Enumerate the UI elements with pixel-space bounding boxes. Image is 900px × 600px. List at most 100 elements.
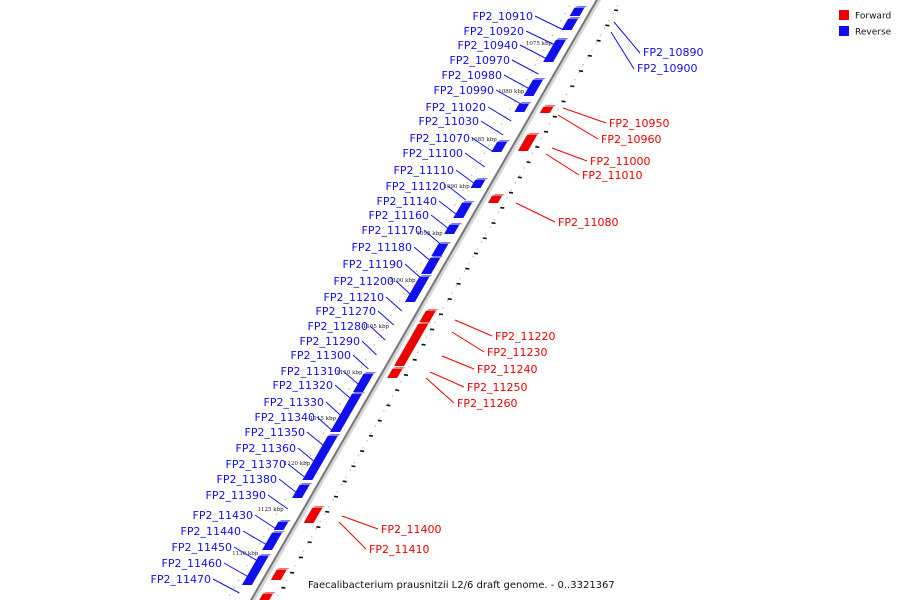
gene-label: FP2_10900	[637, 62, 697, 75]
leader-line	[423, 229, 441, 245]
legend-forward-swatch	[839, 10, 849, 20]
leader-line	[267, 494, 289, 510]
reverse-gene-glyph	[241, 556, 269, 585]
leader-line	[233, 546, 259, 562]
legend: Forward Reverse	[839, 10, 892, 38]
gene-label: FP2_11440	[181, 525, 241, 538]
backbone-layer	[226, 0, 622, 600]
leader-line	[297, 447, 316, 463]
leader-line	[254, 514, 277, 530]
gene-label: FP2_11080	[558, 216, 618, 229]
leader-line	[545, 153, 580, 176]
tick-mark	[578, 70, 584, 73]
tick-mark	[535, 146, 540, 149]
tick-mark	[596, 39, 601, 42]
tick-mark	[316, 526, 321, 529]
tick-label: 1120 kbp	[284, 461, 311, 467]
reverse-gene-glyph	[330, 394, 362, 432]
leader-line	[480, 120, 504, 136]
tick-mark	[613, 9, 619, 12]
gene-label: FP2_10910	[473, 10, 533, 23]
tick-label: 1125 kbp	[258, 507, 285, 513]
legend-reverse-swatch	[839, 26, 849, 36]
tick-mark	[587, 54, 592, 57]
tick-label: 1085 kbp	[471, 137, 498, 143]
reverse-gene-glyph	[444, 225, 460, 234]
gene-label: FP2_11100	[403, 147, 463, 160]
forward-gene-glyph	[270, 570, 287, 580]
gene-label: FP2_11230	[487, 346, 547, 359]
gene-label: FP2_11210	[324, 291, 384, 304]
forward-gene-glyph-top	[418, 322, 432, 324]
gene-label: FP2_10990	[434, 84, 494, 97]
gene-label: FP2_10960	[601, 133, 661, 146]
legend-reverse-label: Reverse	[855, 28, 892, 38]
reverse-gene-glyph	[569, 8, 585, 16]
leader-line	[385, 296, 403, 312]
leader-line	[534, 15, 564, 31]
reverse-gene-glyph	[514, 104, 529, 112]
gene-label: FP2_11320	[273, 379, 333, 392]
reverse-gene-glyph-top	[449, 223, 463, 225]
gene-label: FP2_11240	[477, 363, 537, 376]
gene-label: FP2_11290	[300, 335, 360, 348]
reverse-gene-glyph-top	[567, 17, 581, 19]
leader-line	[511, 59, 539, 75]
leader-line	[495, 89, 522, 105]
leader-line-layer	[212, 15, 641, 594]
leader-line	[338, 521, 367, 550]
leader-line	[454, 319, 493, 337]
tick-mark	[473, 252, 479, 255]
gene-label: FP2_11180	[352, 241, 412, 254]
tick-mark	[368, 434, 374, 437]
gene-label: FP2_11140	[377, 195, 437, 208]
tick-mark	[421, 343, 426, 346]
tick-mark	[298, 556, 304, 559]
leader-line	[455, 169, 476, 185]
leader-line	[413, 246, 431, 262]
gene-label: FP2_11220	[495, 330, 555, 343]
leader-line	[377, 310, 395, 326]
reverse-gene-glyph	[421, 258, 441, 274]
gene-label: FP2_11370	[226, 458, 286, 471]
leader-line	[515, 202, 556, 223]
gene-label: FP2_11020	[426, 101, 486, 114]
leader-line	[447, 185, 467, 201]
gene-label: FP2_11390	[206, 489, 266, 502]
tick-mark	[570, 85, 575, 88]
leader-line	[404, 263, 422, 279]
reverse-gene-glyph-top	[278, 520, 292, 522]
leader-line	[430, 214, 450, 230]
forward-guide	[274, 0, 622, 600]
reverse-gene-glyph-top	[475, 178, 489, 180]
leader-line	[438, 200, 458, 216]
reverse-gene-glyph-top	[518, 102, 532, 104]
tick-mark	[281, 586, 286, 589]
leader-line	[441, 355, 475, 370]
tick-mark	[438, 313, 444, 316]
reverse-gene-glyph-top	[271, 531, 285, 533]
reverse-gene-glyph-top	[299, 483, 313, 485]
leader-line	[525, 30, 556, 46]
reverse-gene-glyph-top	[419, 275, 433, 277]
leader-line	[562, 107, 607, 124]
forward-gene-glyph-top	[262, 592, 276, 594]
leader-line	[242, 530, 268, 546]
tick-mark	[552, 115, 557, 118]
forward-gene-glyph-top	[312, 506, 326, 508]
tick-mark	[307, 541, 312, 544]
leader-line	[557, 114, 599, 140]
gene-label: FP2_11400	[381, 523, 441, 536]
gene-label: FP2_11260	[457, 397, 517, 410]
reverse-gene-glyph	[543, 40, 566, 62]
tick-label: 1075 kbp	[526, 41, 553, 47]
leader-line	[223, 562, 249, 578]
tick-label: 1105 kbp	[363, 324, 390, 330]
reverse-gene-glyph-top	[461, 201, 475, 203]
tick-mark	[430, 328, 435, 331]
tick-label: 1095 kbp	[416, 231, 443, 237]
reverse-gene-glyph-top	[532, 78, 546, 80]
forward-gene-glyph	[419, 311, 436, 322]
reverse-gene-glyph	[561, 19, 578, 30]
